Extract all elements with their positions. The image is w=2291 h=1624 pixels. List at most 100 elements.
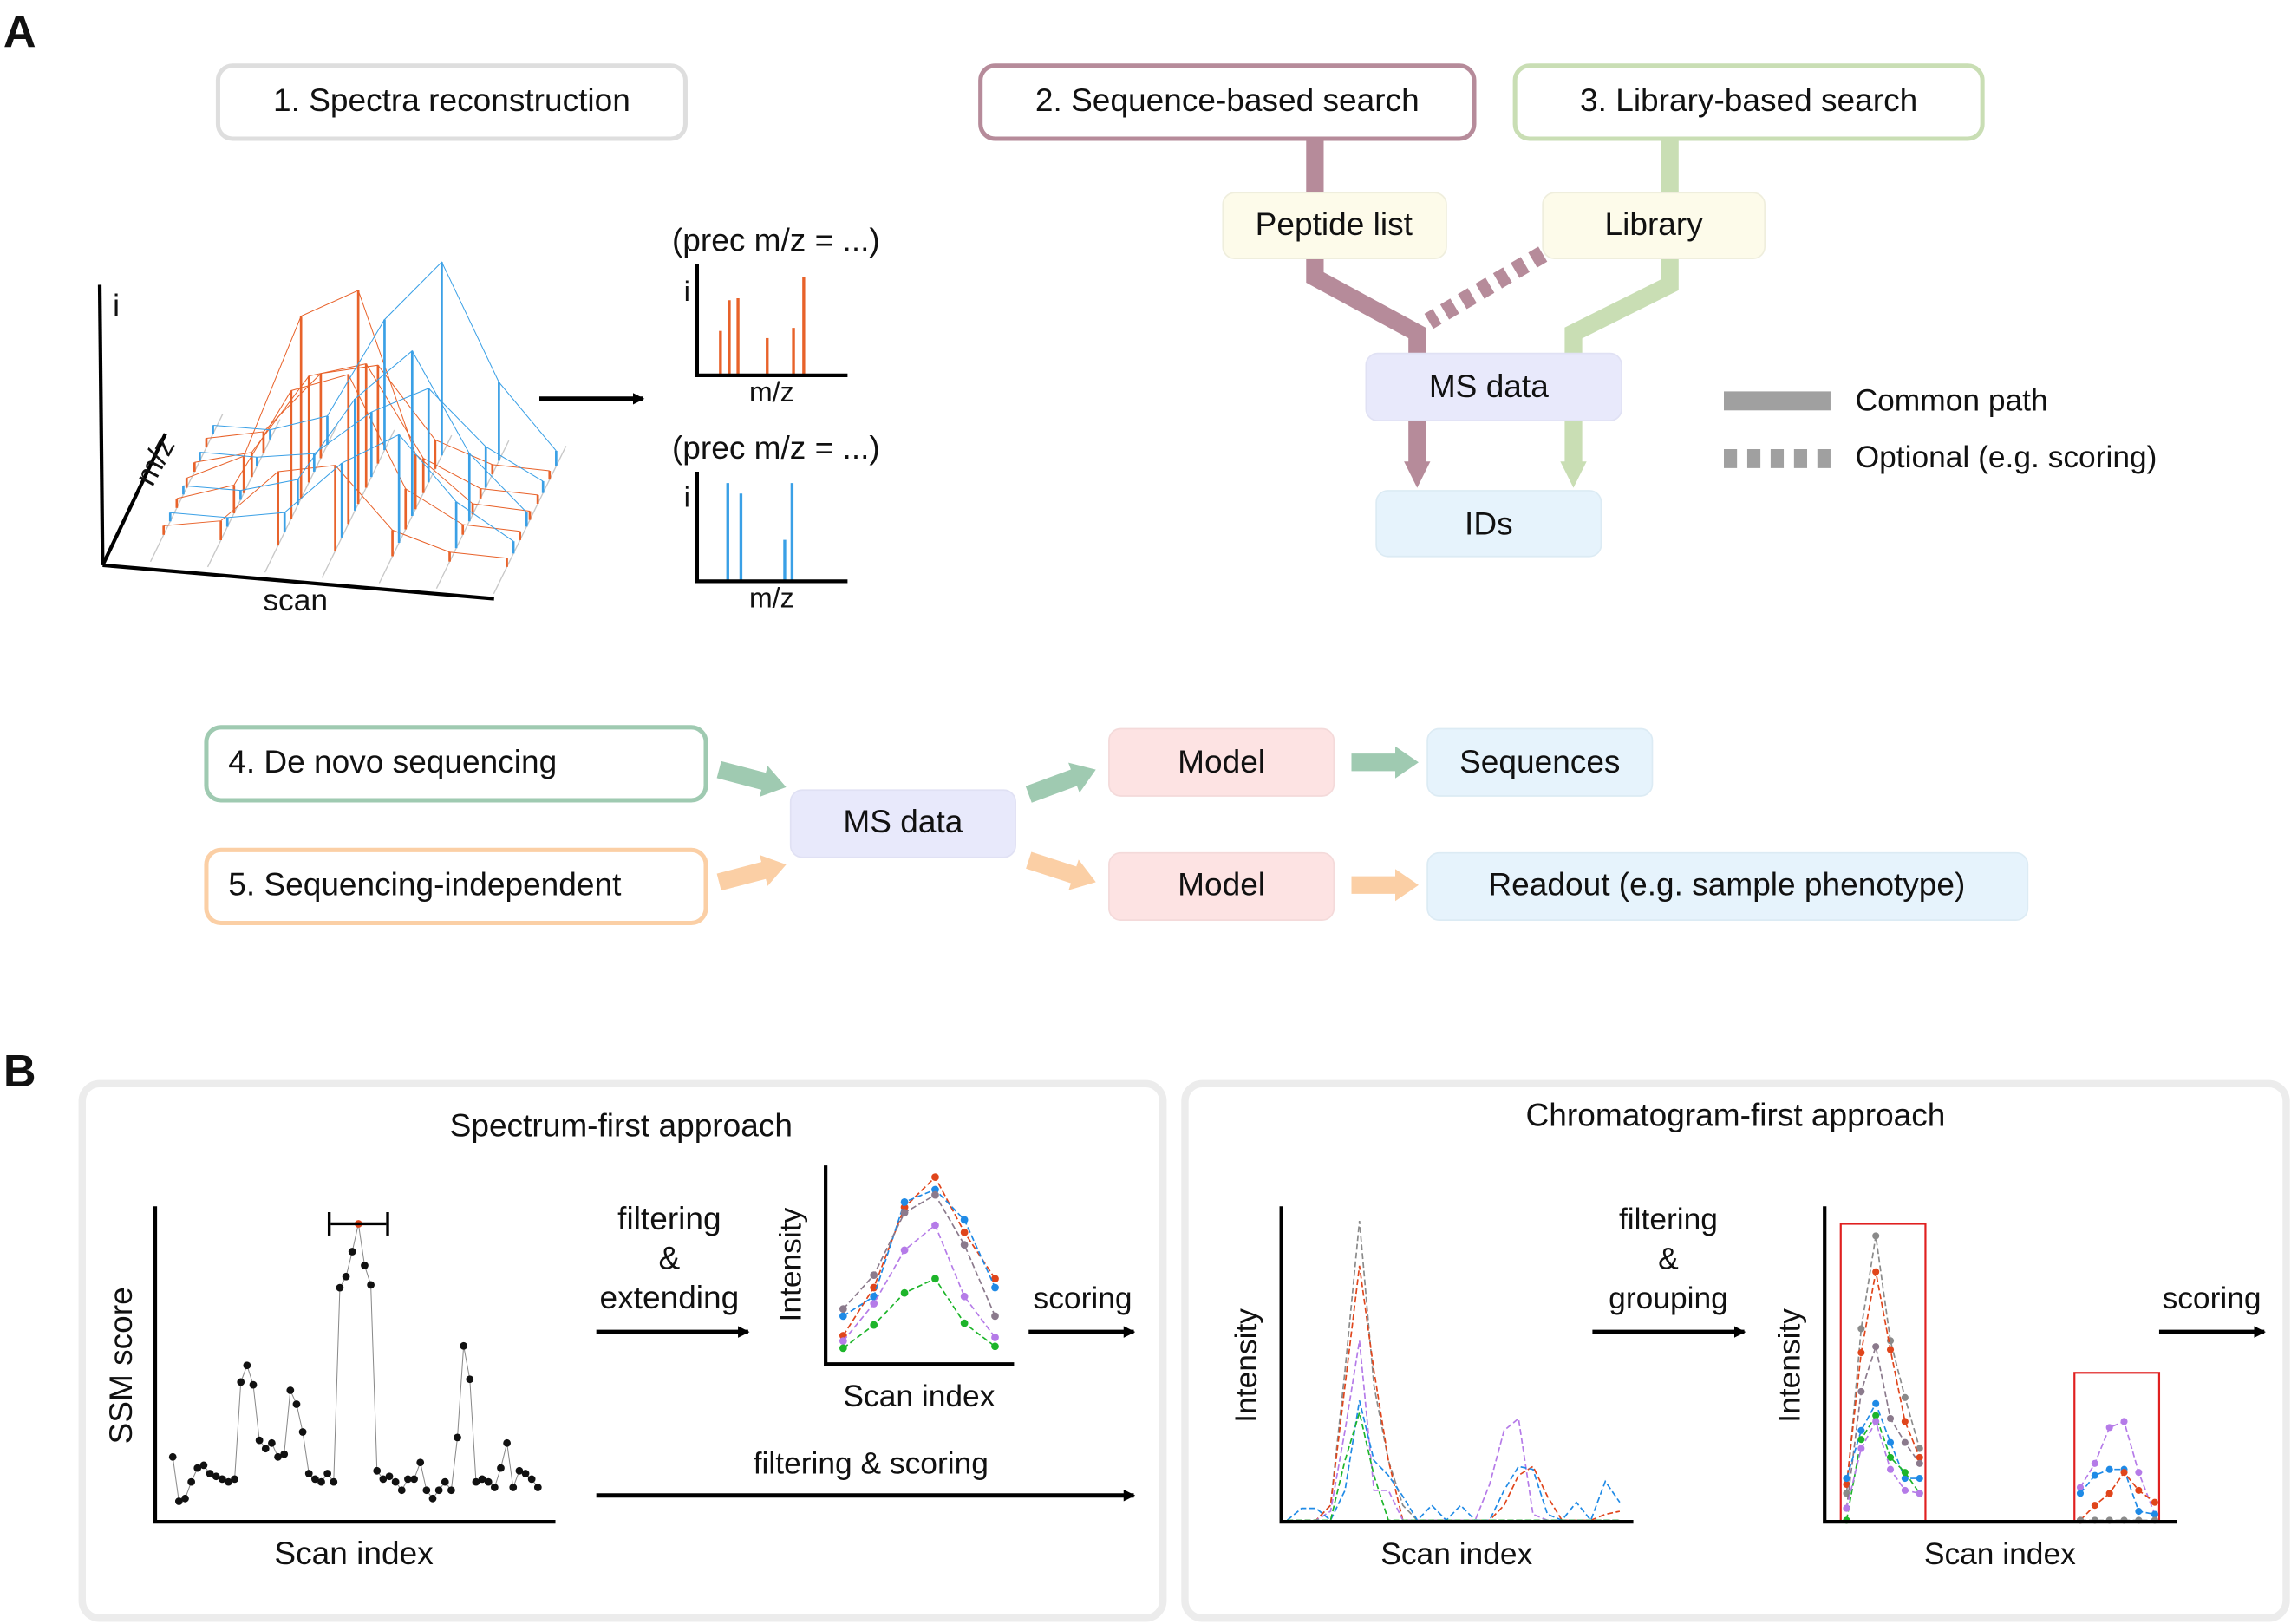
ssm-point [323,1470,332,1477]
intensity-point [1857,1426,1865,1434]
ssm-point [490,1484,499,1491]
flow-arrow [1025,762,1096,803]
ssm-point [391,1477,400,1486]
intensity-trace [842,1277,996,1349]
ssm-point [206,1470,214,1477]
ssm-point [348,1248,356,1256]
ssm-point [330,1477,338,1486]
spike-envelope [170,434,514,542]
ssm-point [373,1466,382,1475]
ssm-point [404,1475,412,1484]
intensity-trace [1845,1271,1921,1485]
axis-mz [101,433,167,566]
intensity-point [2120,1418,2128,1425]
library-box: Library [1542,192,1766,259]
intensity-point [931,1221,939,1229]
ssm-point [447,1486,455,1495]
spike-envelope [176,374,520,532]
intensity-point [960,1216,969,1224]
spike-envelope [163,465,507,559]
peptide-list-label: Peptide list [1256,205,1413,242]
intensity-point [991,1312,999,1321]
sequence-path [1306,139,1431,488]
chromatogram-first-title: Chromatogram-first approach [1526,1097,1946,1133]
intensity-point [1843,1475,1850,1483]
panel-b-label: B [3,1047,36,1097]
ssm-point [268,1438,276,1447]
scoring-step-2: scoring [2158,1282,2266,1338]
intensity-point [1886,1453,1895,1461]
panel-a-label: A [3,7,36,57]
intensity-point [1872,1268,1880,1275]
intensity-point [1872,1343,1880,1351]
intensity-point [1916,1445,1923,1452]
ssm-point [428,1494,437,1503]
peptide-list-box: Peptide list [1222,192,1447,259]
spike-envelope [199,388,544,482]
ssm-point [397,1486,406,1495]
ssm-point [249,1380,258,1389]
intensity-trace [2079,1420,2156,1515]
intensity-point [839,1337,847,1346]
ssm-point [497,1464,505,1472]
grouping-line-3: grouping [1609,1282,1728,1315]
intensity-point [1872,1418,1880,1425]
readout-label: Readout (e.g. sample phenotype) [1488,866,1965,903]
model-2-label: Model [1178,866,1265,903]
intensity-point [2091,1471,2098,1479]
spectrum-2: (prec m/z = ...) i m/z [672,429,880,614]
intensity-point [1886,1438,1895,1446]
intensity-trace [1845,1236,1921,1494]
ssm-point [416,1458,425,1467]
intensity-point [1901,1475,1909,1483]
ssm-point [304,1470,313,1477]
grouped-xlabel: Scan index [1924,1537,2076,1571]
intensity-point [991,1334,999,1341]
optional-path [1424,246,1548,329]
intensity-point [931,1275,939,1283]
intensity-point [900,1197,909,1206]
intensity-point [1857,1436,1865,1444]
intensity-point [991,1342,999,1351]
spectrum-first-panel [78,1079,1167,1622]
axis-scan-label: scan [263,584,328,617]
intensity-trace [842,1223,996,1342]
intensity-point [2076,1484,2085,1491]
step1-label: 1. Spectra reconstruction [273,82,630,118]
ssm-point [292,1400,301,1408]
ssm-point [379,1475,388,1484]
intensity-point [1901,1393,1909,1401]
intensity-trace [1845,1413,1921,1521]
flow-arrow [716,855,787,891]
intensity-trace [842,1176,996,1336]
ssm-point [342,1272,350,1281]
intensity-point [839,1312,847,1321]
intensity-point [960,1241,969,1249]
sequences-box: Sequences [1426,727,1654,797]
ssm-point [193,1464,202,1472]
ssm-point [515,1466,524,1475]
extend-line-2: & [659,1240,681,1276]
intensity-point [1857,1387,1865,1395]
ssm-point [361,1262,369,1269]
intensity-point [1872,1412,1880,1419]
ssm-point [255,1436,264,1445]
ssm-point [336,1283,344,1292]
intensity-point [1916,1453,1923,1461]
intensity-point [1886,1465,1895,1473]
spike-envelope [183,349,527,513]
intensity-point [870,1292,878,1301]
spectrum-1-xlabel: m/z [749,376,794,408]
intensity-point [839,1344,847,1353]
ssm-point [434,1486,443,1495]
ids-box: IDs [1375,490,1602,558]
ssm-point [231,1475,238,1484]
scan-baseline [206,419,281,568]
spectrum-1-title: (prec m/z = ...) [672,222,880,258]
legend-common-label: Common path [1856,383,2048,417]
intensity-point [960,1228,969,1236]
ms-data-box-2: MS data [789,789,1016,858]
ssm-point [181,1494,189,1503]
step3-label: 3. Library-based search [1580,82,1917,118]
ssm-point [218,1475,226,1484]
